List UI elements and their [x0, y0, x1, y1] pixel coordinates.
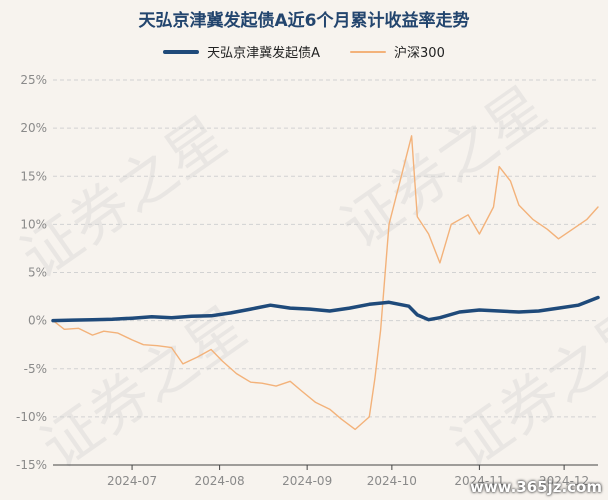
x-tick-label: 2024-08: [195, 474, 245, 488]
x-tick-label: 2024-11: [454, 474, 504, 488]
y-tick-label: 10%: [20, 217, 47, 231]
legend-item-index[interactable]: 沪深300: [350, 42, 445, 61]
x-tick-label: 2024-09: [282, 474, 332, 488]
y-tick-label: -5%: [24, 362, 47, 376]
series-line-fund: [51, 295, 600, 323]
y-tick-label: 15%: [20, 169, 47, 183]
legend-swatch-fund: [163, 49, 200, 54]
chart-legend: 天弘京津冀发起债A 沪深300: [0, 42, 608, 61]
y-tick-label: 20%: [20, 121, 47, 135]
legend-swatch-index: [350, 50, 387, 53]
legend-item-fund[interactable]: 天弘京津冀发起债A: [163, 42, 320, 61]
x-tick-label: 2024-12: [539, 474, 589, 488]
y-axis: 25% 20% 15% 10% 5% 0% -5% -10% -15%: [16, 73, 47, 472]
chart-title: 天弘京津冀发起债A近6个月累计收益率走势: [138, 11, 470, 31]
legend-label-fund: 天弘京津冀发起债A: [207, 46, 321, 61]
series-line-index: [52, 135, 599, 431]
watermark-layer: 证券之星 证券之星 证券之星 证券之星: [9, 73, 608, 482]
y-tick-label: 25%: [20, 73, 47, 87]
y-tick-label: 5%: [28, 266, 47, 280]
legend-label-index: 沪深300: [394, 46, 445, 61]
x-tick-label: 2024-10: [367, 474, 417, 488]
x-tick-label: 2024-07: [107, 474, 157, 488]
x-axis: 2024-07 2024-08 2024-09 2024-10 2024-11 2024-…: [53, 464, 598, 488]
watermark-text: 证券之星: [329, 73, 558, 262]
y-tick-label: -10%: [16, 410, 47, 424]
site-watermark: www.365jz.com: [469, 478, 602, 496]
series-layer: [51, 135, 600, 431]
y-tick-label: -15%: [16, 458, 47, 472]
y-tick-label: 0%: [28, 314, 47, 328]
